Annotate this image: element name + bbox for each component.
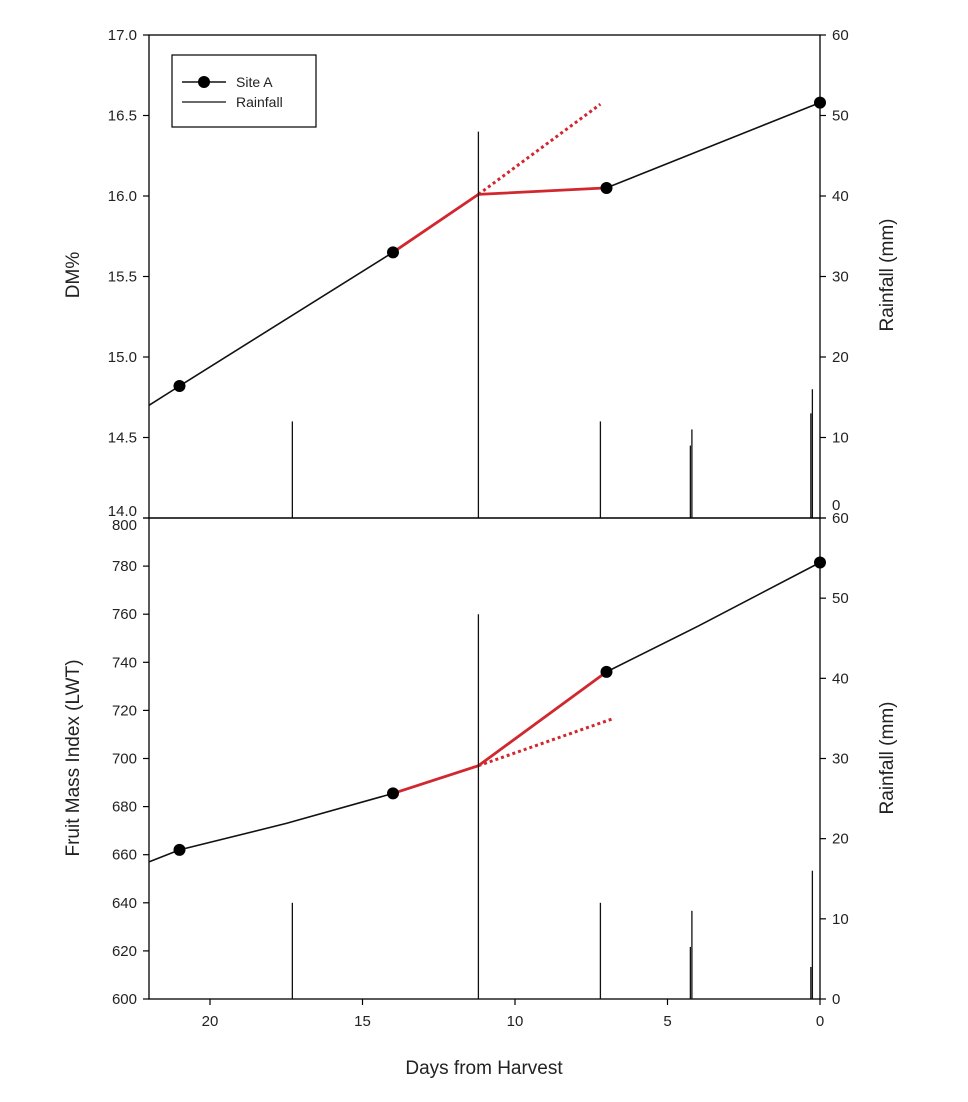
top-y-tick-label: 14.5 [108, 430, 137, 447]
top-y-tick-label: 17.0 [108, 27, 137, 44]
top-highlight-segment [392, 186, 607, 254]
bottom-x-tick-label: 15 [354, 1013, 371, 1030]
top-y2-axis-title: Rainfall (mm) [877, 219, 898, 332]
bottom-y2-tick-label: 60 [832, 510, 849, 527]
top-y-tick-label: 16.5 [108, 108, 137, 125]
top-y-tick-label: 14.0 [108, 503, 137, 520]
bottom-y-tick-label: 600 [112, 991, 137, 1008]
bottom-x-tick-label: 10 [507, 1013, 524, 1030]
bottom-line-segment [606, 561, 821, 673]
bottom-y-tick-label: 640 [112, 895, 137, 912]
bottom-dotted-segment [477, 717, 614, 768]
bottom-line-segment [148, 792, 394, 863]
top-y2-tick-label: 60 [832, 27, 849, 44]
panel-fruit-mass: 6006206406606807007207407607808000102030… [112, 510, 849, 1030]
x-axis-title: Days from Harvest [405, 1058, 563, 1079]
bottom-y2-axis-title: Rainfall (mm) [877, 702, 898, 815]
bottom-y-tick-label: 720 [112, 702, 137, 719]
top-site-a-point [814, 96, 826, 109]
top-y2-tick-label: 0 [832, 497, 840, 514]
bottom-y-tick-label: 740 [112, 654, 137, 671]
top-y-axis-title: DM% [63, 252, 84, 299]
bottom-y-tick-label: 620 [112, 943, 137, 960]
bottom-y2-tick-label: 50 [832, 590, 849, 607]
legend-site-a-label: Site A [236, 74, 273, 90]
legend-rainfall-label: Rainfall [236, 94, 283, 110]
top-site-a-point [600, 181, 613, 194]
top-line-segment [148, 251, 394, 406]
bottom-y2-tick-label: 30 [832, 751, 849, 768]
bottom-y2-tick-label: 0 [832, 991, 840, 1008]
top-y2-tick-label: 30 [832, 269, 849, 286]
legend-box [171, 54, 317, 128]
top-y2-tick-label: 40 [832, 188, 849, 205]
top-y2-tick-label: 50 [832, 108, 849, 125]
bottom-y-tick-label: 800 [112, 517, 137, 534]
top-y-tick-label: 15.5 [108, 269, 137, 286]
bottom-y-tick-label: 700 [112, 751, 137, 768]
panel-dm: 14.0 14.5 15.0 15.5 16.0 16.5 17.0 0 10 20 30 40 50 6… [108, 27, 849, 520]
top-dotted-segment [477, 102, 602, 196]
top-y2-tick-label: 10 [832, 430, 849, 447]
bottom-site-a-point [173, 843, 186, 856]
bottom-site-a-point [814, 556, 826, 569]
top-y2-tick-label: 20 [832, 349, 849, 366]
bottom-plot-frame [148, 517, 821, 1000]
bottom-x-tick-label: 20 [202, 1013, 219, 1030]
bottom-x-tick-label: 5 [663, 1013, 671, 1030]
bottom-y-tick-label: 660 [112, 847, 137, 864]
bottom-y-tick-label: 780 [112, 558, 137, 575]
bottom-y2-tick-label: 40 [832, 670, 849, 687]
top-site-a-point [173, 379, 186, 392]
bottom-y2-tick-label: 10 [832, 911, 849, 928]
bottom-x-tick-label: 0 [816, 1013, 824, 1030]
top-y-tick-label: 16.0 [108, 188, 137, 205]
top-y-tick-label: 15.0 [108, 349, 137, 366]
bottom-y-tick-label: 760 [112, 606, 137, 623]
bottom-y-tick-label: 680 [112, 799, 137, 816]
bottom-y-axis-title: Fruit Mass Index (LWT) [63, 659, 84, 856]
bottom-y2-tick-label: 20 [832, 831, 849, 848]
bottom-highlight-segment [392, 670, 608, 795]
top-line-segment [606, 101, 821, 189]
bottom-site-a-point [600, 665, 613, 678]
legend-site-a-marker [198, 76, 210, 88]
top-site-a-point [387, 246, 399, 259]
legend: Site A Rainfall [171, 54, 317, 128]
bottom-site-a-point [387, 787, 399, 800]
